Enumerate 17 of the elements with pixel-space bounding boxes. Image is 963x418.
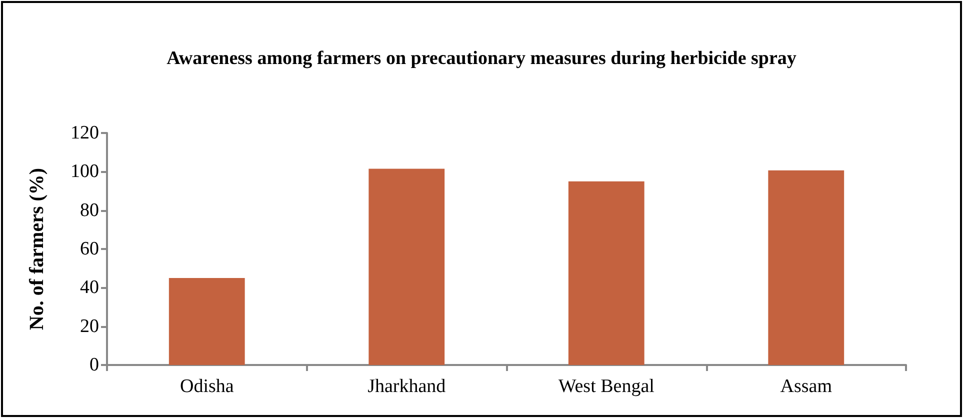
y-tick-label: 80 xyxy=(80,200,99,221)
x-tick-label: Assam xyxy=(780,376,832,397)
bar xyxy=(768,170,844,365)
y-tick-label: 100 xyxy=(70,161,99,182)
bar xyxy=(368,168,445,365)
y-tick-label: 20 xyxy=(80,316,99,337)
y-axis-title: No. of farmers (%) xyxy=(26,168,48,330)
x-tick-label: Jharkhand xyxy=(368,376,446,397)
y-tick-label: 120 xyxy=(70,122,99,144)
bar xyxy=(168,278,245,365)
y-tick-label: 40 xyxy=(80,277,99,298)
y-tick-label: 60 xyxy=(80,238,99,260)
y-tick-label: 0 xyxy=(90,354,99,376)
x-tick-label: West Bengal xyxy=(558,376,654,397)
bar xyxy=(568,181,644,365)
x-tick-label: Odisha xyxy=(180,376,234,397)
chart-title: Awareness among farmers on precautionary measures during herbicide spray xyxy=(166,48,797,69)
